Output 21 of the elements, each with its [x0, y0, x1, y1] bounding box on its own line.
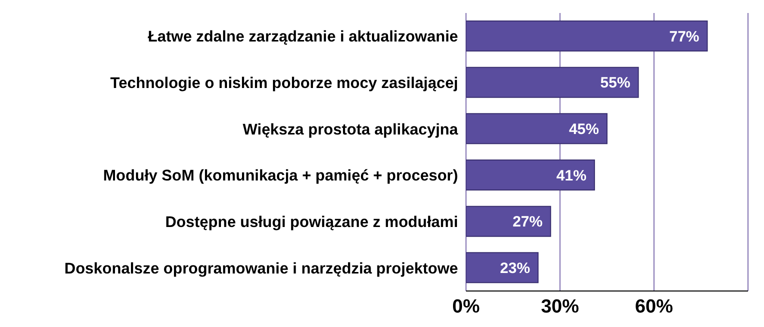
y-tick-label: Łatwe zdalne zarządzanie i aktualizowanie [148, 28, 458, 46]
data-label: 27% [512, 214, 543, 231]
y-tick-label: Moduły SoM (komunikacja + pamięć + procesor) [103, 168, 458, 185]
y-tick-label: Dostępne usługi powiązane z modułami [165, 214, 458, 232]
bar [466, 66, 639, 98]
data-label: 77% [669, 28, 700, 46]
bar [466, 160, 595, 190]
y-tick-label: Doskonalsze oprogramowanie i narzędzia projektowe [64, 260, 458, 278]
y-tick-label: Większa prostota aplikacyjna [242, 121, 458, 138]
x-tick-label: 60% [634, 296, 674, 318]
data-label: 41% [556, 167, 586, 184]
bar [466, 113, 608, 144]
data-label: 55% [600, 74, 630, 92]
bar [466, 252, 539, 284]
bar [466, 206, 552, 237]
data-label: 23% [500, 260, 530, 277]
bar [466, 20, 708, 52]
y-tick-label: Technologie o niskim poborze mocy zasilającej [110, 75, 458, 92]
x-tick-label: 30% [540, 296, 580, 318]
x-tick-label: 0% [452, 296, 480, 318]
data-label: 45% [568, 120, 599, 138]
